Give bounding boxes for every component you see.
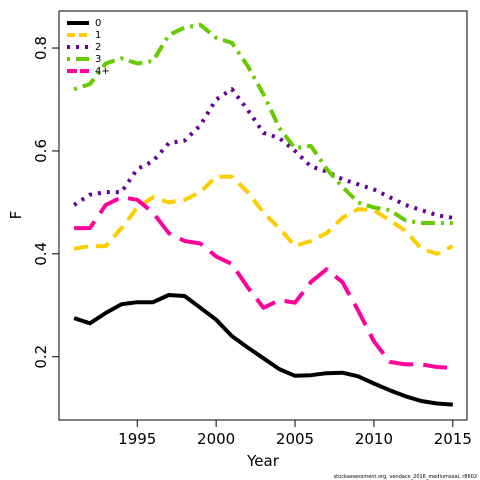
y-axis-label: F xyxy=(7,211,25,220)
y-tick-label: 0.2 xyxy=(32,345,50,369)
x-tick-label: 2010 xyxy=(355,430,393,448)
legend-label: 1 xyxy=(95,30,101,41)
legend-label: 0 xyxy=(95,18,101,29)
plot-frame xyxy=(58,10,468,421)
x-tick-label: 1995 xyxy=(118,430,156,448)
y-tick-label: 0.8 xyxy=(32,36,50,60)
x-tick-label: 2000 xyxy=(197,430,235,448)
x-tick-label: 2005 xyxy=(276,430,314,448)
x-tick-label: 2015 xyxy=(434,430,472,448)
legend-label: 4+ xyxy=(95,66,110,77)
legend-label: 2 xyxy=(95,42,101,53)
footnote: stockassessment.org, vendace_2016_medium… xyxy=(334,474,477,480)
legend-label: 3 xyxy=(95,54,101,65)
series-line xyxy=(73,293,453,407)
x-axis-label: Year xyxy=(246,452,280,470)
y-tick-label: 0.6 xyxy=(32,139,50,163)
series-line xyxy=(73,22,453,225)
y-tick-label: 0.4 xyxy=(32,242,50,266)
series-line xyxy=(74,195,453,370)
series-line xyxy=(73,87,454,220)
